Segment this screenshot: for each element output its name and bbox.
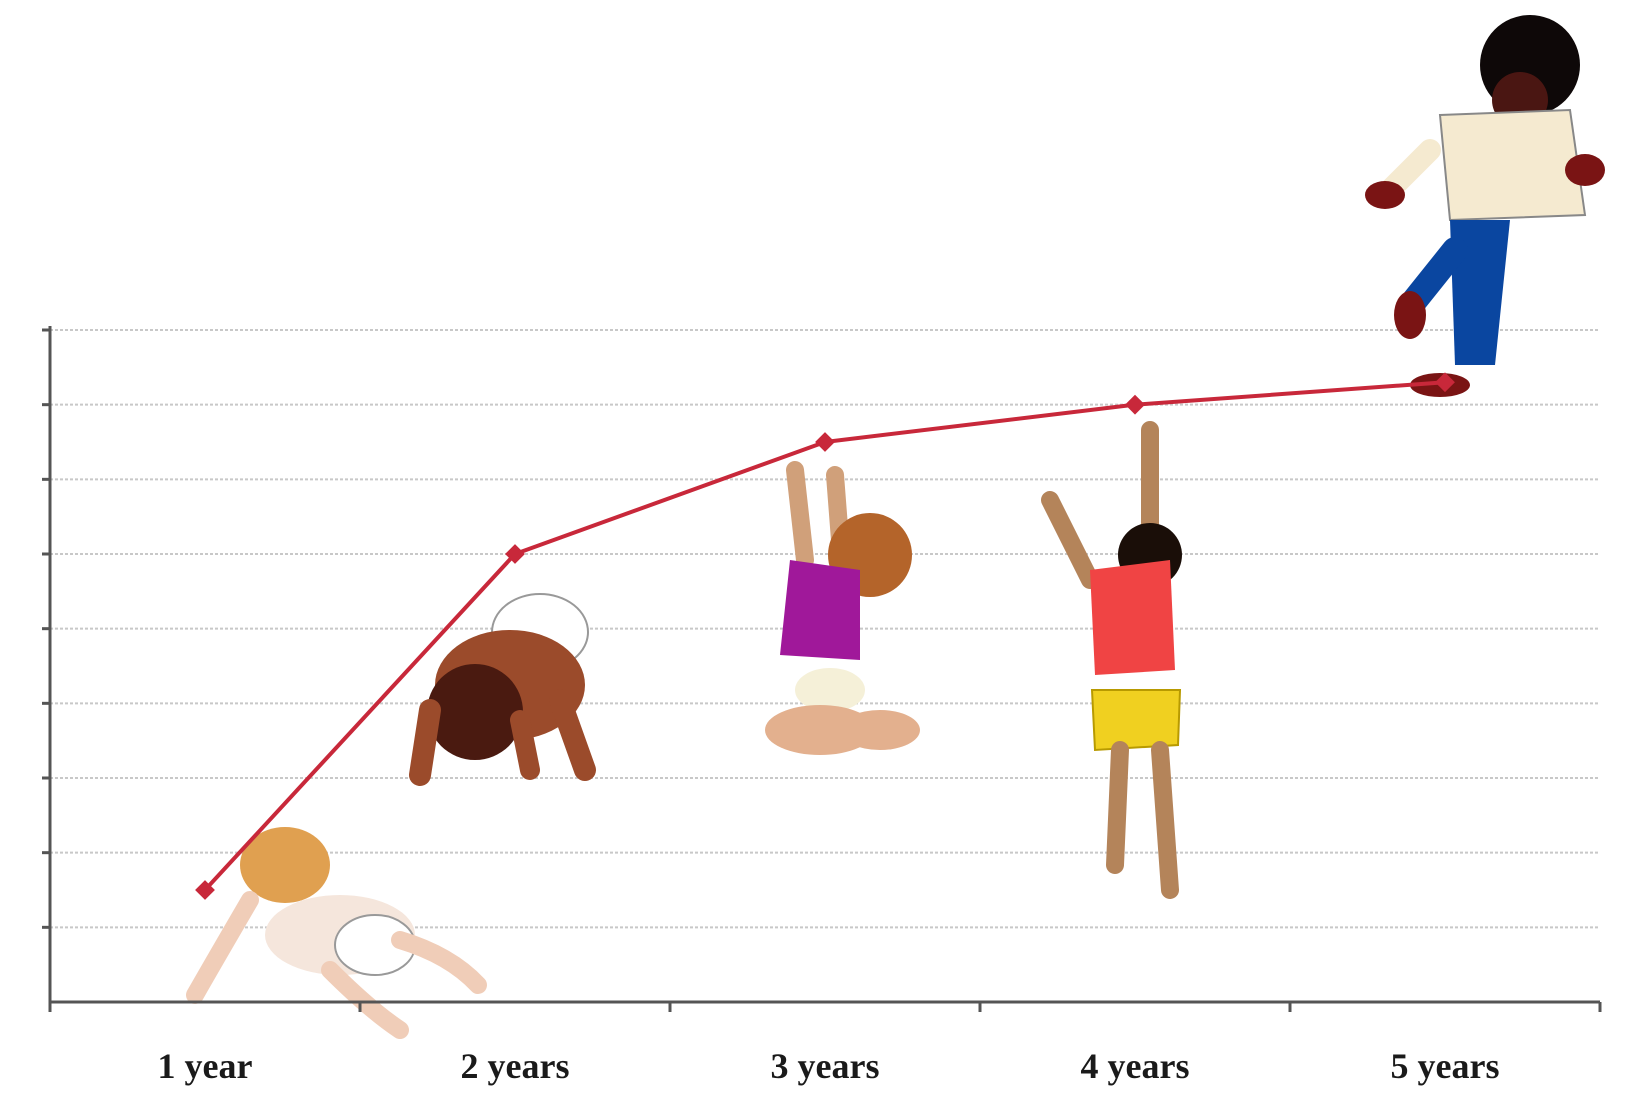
standing-reaching-child-illustration [1041,421,1182,899]
kneeling-child-illustration [765,461,920,755]
running-child-illustration [1365,15,1605,397]
illustrations [186,15,1605,1039]
hands-and-knees-child-illustration [409,593,596,786]
x-tick-label: 1 year [158,1046,253,1086]
x-tick-label: 3 years [771,1046,880,1086]
x-tick-label: 2 years [461,1046,570,1086]
axes [42,326,1602,1012]
crawling-baby-illustration [186,827,487,1039]
data-point [505,544,525,564]
x-tick-label: 5 years [1391,1046,1500,1086]
data-point [815,432,835,452]
x-tick-labels: 1 year 2 years 3 years 4 years 5 years [158,1046,1500,1086]
data-point [1435,372,1455,393]
x-tick-label: 4 years [1081,1046,1190,1086]
data-point [1125,394,1145,415]
